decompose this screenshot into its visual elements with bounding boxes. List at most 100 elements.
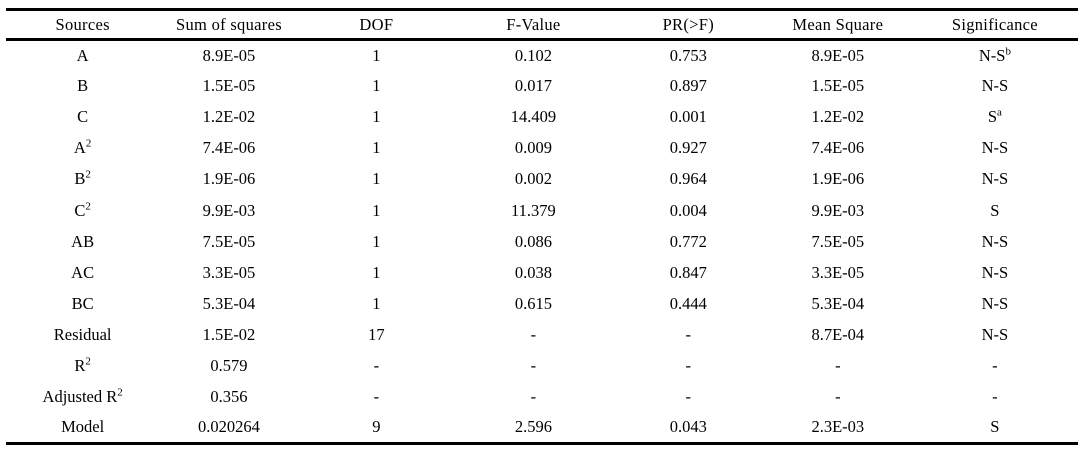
table-cell: Model	[61, 417, 105, 437]
table-row: C2 9.9E-03 1 11.379 0.004 9.9E-03 S	[6, 195, 1078, 226]
table-cell: N-Sb	[978, 45, 1011, 65]
table-cell: 0.579	[210, 355, 248, 375]
table-cell: Residual	[53, 324, 112, 344]
table-cell: 9.9E-03	[811, 200, 865, 220]
table-row: Residual 1.5E-02 17 - - 8.7E-04 N-S	[6, 319, 1078, 350]
table-cell: N-S	[981, 76, 1009, 96]
table-cell: B	[77, 76, 89, 96]
table-cell: 1	[372, 76, 381, 96]
table-cell: N-S	[981, 293, 1009, 313]
table-cell: N-S	[981, 138, 1009, 158]
table-cell: 1	[372, 169, 381, 189]
table-cell: 0.615	[514, 293, 552, 313]
table-cell: Adjusted R2	[42, 386, 123, 407]
column-header-significance: Significance	[951, 14, 1038, 34]
table-cell: -	[373, 387, 380, 407]
table-row: B2 1.9E-06 1 0.002 0.964 1.9E-06 N-S	[6, 164, 1078, 195]
table-cell: BC	[71, 293, 94, 313]
table-cell: -	[835, 355, 841, 375]
table-cell: 5.3E-04	[202, 293, 256, 313]
superscript: a	[997, 106, 1002, 119]
table-cell: 1	[372, 231, 381, 251]
table-cell: 0.043	[669, 417, 707, 437]
table-cell: 5.3E-04	[811, 293, 865, 313]
superscript: 2	[85, 137, 92, 150]
superscript: b	[1005, 45, 1011, 58]
table-cell: 0.004	[669, 200, 707, 220]
table-row: C 1.2E-02 1 14.409 0.001 1.2E-02 Sa	[6, 102, 1078, 133]
table-cell: 1	[372, 262, 381, 282]
table-row: Adjusted R2 0.356 - - - - -	[6, 382, 1078, 413]
table-cell: A	[76, 45, 89, 65]
table-row: AC 3.3E-05 1 0.038 0.847 3.3E-05 N-S	[6, 257, 1078, 288]
table-cell: 1	[372, 107, 381, 127]
table-body: A 8.9E-05 1 0.102 0.753 8.9E-05 N-Sb B 1.5E-05 1 0…	[6, 40, 1078, 444]
table-cell: 7.5E-05	[811, 231, 865, 251]
table-cell: 0.020264	[198, 417, 260, 437]
table-cell: -	[992, 355, 998, 375]
table-cell: R2	[74, 355, 91, 375]
table-cell: -	[685, 324, 692, 344]
column-header-sources: Sources	[55, 14, 110, 34]
table-cell: -	[530, 387, 537, 407]
table-cell: 1	[372, 45, 381, 65]
page: Sources Sum of squares DOF F-Value PR(>F…	[0, 8, 1084, 465]
table-cell: Sa	[987, 106, 1002, 127]
table-cell: 7.4E-06	[202, 138, 256, 158]
table-cell: 0.847	[669, 262, 707, 282]
table-cell: -	[835, 387, 841, 407]
table-cell: 1	[372, 138, 381, 158]
table-row: AB 7.5E-05 1 0.086 0.772 7.5E-05 N-S	[6, 226, 1078, 257]
table-row: R2 0.579 - - - - -	[6, 350, 1078, 381]
table-cell: -	[373, 355, 380, 375]
table-cell: 0.002	[514, 169, 552, 189]
table-cell: 8.7E-04	[811, 324, 865, 344]
table-cell: 14.409	[510, 107, 557, 127]
table-cell: AB	[71, 231, 95, 251]
table-cell: 3.3E-05	[202, 262, 256, 282]
table-cell: A2	[73, 137, 92, 158]
table-cell: 2.596	[514, 417, 552, 437]
column-header-dof: DOF	[359, 14, 394, 34]
table-row: B 1.5E-05 1 0.017 0.897 1.5E-05 N-S	[6, 71, 1078, 102]
table-cell: 1.9E-06	[811, 169, 865, 189]
table-cell: -	[530, 355, 537, 375]
table-cell: 0.964	[669, 169, 707, 189]
table-row: Model 0.020264 9 2.596 0.043 2.3E-03 S	[6, 413, 1078, 444]
table-cell: 8.9E-05	[811, 45, 865, 65]
superscript: 2	[85, 168, 91, 181]
table-cell: N-S	[981, 262, 1009, 282]
table-cell: 0.927	[669, 138, 707, 158]
table-cell: 11.379	[511, 200, 556, 220]
table-cell: 1	[372, 293, 381, 313]
table-cell: 0.038	[514, 262, 552, 282]
table-cell: 2.3E-03	[811, 417, 865, 437]
superscript: 2	[85, 200, 91, 213]
table-cell: 9	[372, 417, 381, 437]
table-cell: 0.753	[669, 45, 707, 65]
superscript: 2	[85, 355, 91, 368]
table-cell: 1.2E-02	[811, 107, 865, 127]
table-cell: 8.9E-05	[202, 45, 256, 65]
table-cell: 0.086	[514, 231, 552, 251]
table-cell: 0.017	[514, 76, 552, 96]
superscript: 2	[117, 386, 123, 399]
table-cell: S	[990, 200, 1000, 220]
table-cell: -	[530, 324, 537, 344]
table-cell: N-S	[981, 169, 1009, 189]
table-cell: 0.444	[669, 293, 707, 313]
table-cell: C	[77, 107, 89, 127]
column-header-f-value: F-Value	[506, 14, 561, 34]
table-cell: -	[685, 355, 692, 375]
table-row: A 8.9E-05 1 0.102 0.753 8.9E-05 N-Sb	[6, 40, 1078, 71]
table-cell: 0.102	[514, 45, 552, 65]
table-row: BC 5.3E-04 1 0.615 0.444 5.3E-04 N-S	[6, 288, 1078, 319]
table-cell: 1	[372, 200, 381, 220]
table-cell: -	[685, 387, 692, 407]
table-cell: 1.5E-05	[811, 76, 865, 96]
table-cell: 0.001	[669, 107, 707, 127]
table-cell: B2	[74, 168, 91, 189]
table-cell: -	[992, 387, 998, 407]
table-cell: N-S	[981, 231, 1009, 251]
table-cell: 7.5E-05	[202, 231, 256, 251]
